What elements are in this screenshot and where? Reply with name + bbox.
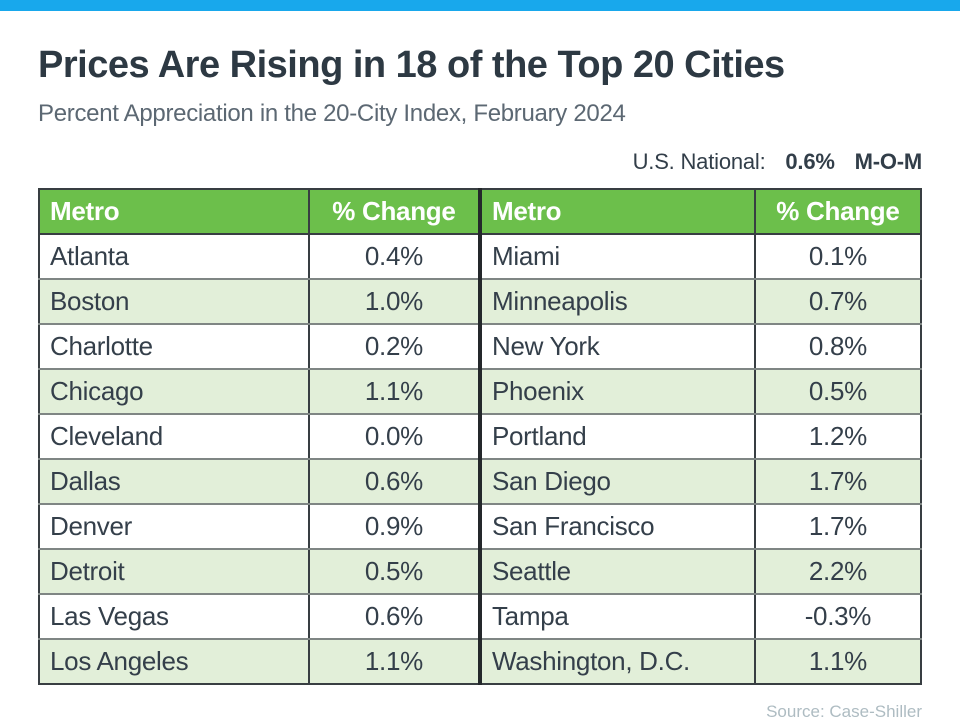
metro-cell: Charlotte <box>39 323 310 370</box>
pct-change-cell: 1.2% <box>754 413 921 460</box>
page-subtitle: Percent Appreciation in the 20-City Inde… <box>38 99 626 127</box>
metro-price-table: Metro % Change Metro % Change Atlanta 0.… <box>38 187 922 685</box>
national-value: 0.6% <box>785 148 835 174</box>
pct-change-cell: 1.0% <box>308 278 482 325</box>
table-header-row: Metro % Change Metro % Change <box>39 188 921 235</box>
table-row: Dallas 0.6% San Diego 1.7% <box>39 458 921 505</box>
column-header-change-right: % Change <box>754 188 921 235</box>
pct-change-cell: 0.5% <box>308 548 482 595</box>
pct-change-cell: 0.4% <box>308 233 482 280</box>
metro-cell: Denver <box>39 503 310 550</box>
metro-cell: Phoenix <box>479 368 756 415</box>
source-attribution: Source: Case-Shiller <box>766 701 922 721</box>
pct-change-cell: 0.5% <box>754 368 921 415</box>
table-row: Charlotte 0.2% New York 0.8% <box>39 323 921 370</box>
pct-change-cell: 2.2% <box>754 548 921 595</box>
table-row: Boston 1.0% Minneapolis 0.7% <box>39 278 921 325</box>
pct-change-cell: 0.1% <box>754 233 921 280</box>
table-row: Los Angeles 1.1% Washington, D.C. 1.1% <box>39 638 921 685</box>
metro-cell: New York <box>479 323 756 370</box>
metro-cell: Las Vegas <box>39 593 310 640</box>
metro-cell: Cleveland <box>39 413 310 460</box>
metro-cell: Washington, D.C. <box>479 638 756 685</box>
national-annotation: U.S. National: 0.6% M-O-M <box>38 148 923 175</box>
pct-change-cell: -0.3% <box>754 593 921 640</box>
pct-change-cell: 0.8% <box>754 323 921 370</box>
pct-change-cell: 1.7% <box>754 503 921 550</box>
metro-cell: Tampa <box>479 593 756 640</box>
page-title: Prices Are Rising in 18 of the Top 20 Ci… <box>38 44 785 86</box>
metro-cell: Miami <box>479 233 756 280</box>
metro-cell: Chicago <box>39 368 310 415</box>
metro-cell: Los Angeles <box>39 638 310 685</box>
pct-change-cell: 1.1% <box>754 638 921 685</box>
pct-change-cell: 1.7% <box>754 458 921 505</box>
metro-cell: Boston <box>39 278 310 325</box>
table-row: Denver 0.9% San Francisco 1.7% <box>39 503 921 550</box>
metro-cell: Dallas <box>39 458 310 505</box>
national-label: U.S. National: <box>632 148 766 174</box>
column-header-metro-left: Metro <box>39 188 310 235</box>
top-accent-bar <box>0 0 960 11</box>
pct-change-cell: 0.6% <box>308 593 482 640</box>
metro-cell: Portland <box>479 413 756 460</box>
metro-cell: Minneapolis <box>479 278 756 325</box>
pct-change-cell: 0.2% <box>308 323 482 370</box>
slide-content: Prices Are Rising in 18 of the Top 20 Ci… <box>38 11 922 722</box>
table-row: Detroit 0.5% Seattle 2.2% <box>39 548 921 595</box>
pct-change-cell: 1.1% <box>308 368 482 415</box>
pct-change-cell: 0.7% <box>754 278 921 325</box>
pct-change-cell: 0.9% <box>308 503 482 550</box>
table-row: Las Vegas 0.6% Tampa -0.3% <box>39 593 921 640</box>
table-row: Cleveland 0.0% Portland 1.2% <box>39 413 921 460</box>
table-row: Atlanta 0.4% Miami 0.1% <box>39 233 921 280</box>
pct-change-cell: 1.1% <box>308 638 482 685</box>
column-header-metro-right: Metro <box>479 188 756 235</box>
metro-cell: San Diego <box>479 458 756 505</box>
national-period: M-O-M <box>854 148 923 174</box>
metro-cell: San Francisco <box>479 503 756 550</box>
metro-cell: Detroit <box>39 548 310 595</box>
metro-cell: Seattle <box>479 548 756 595</box>
column-header-change-left: % Change <box>308 188 482 235</box>
pct-change-cell: 0.0% <box>308 413 482 460</box>
pct-change-cell: 0.6% <box>308 458 482 505</box>
table-row: Chicago 1.1% Phoenix 0.5% <box>39 368 921 415</box>
metro-cell: Atlanta <box>39 233 310 280</box>
